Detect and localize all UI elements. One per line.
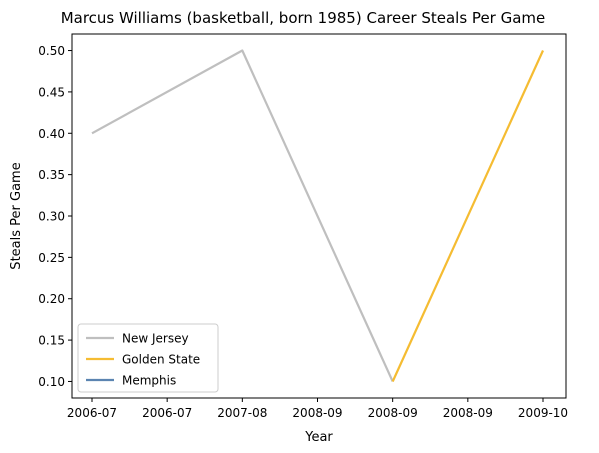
y-tick-label: 0.25 — [38, 251, 65, 265]
y-tick-label: 0.20 — [38, 292, 65, 306]
chart-title: Marcus Williams (basketball, born 1985) … — [61, 9, 546, 27]
x-tick-label: 2007-08 — [217, 406, 267, 420]
y-tick-label: 0.45 — [38, 85, 65, 99]
x-tick-label: 2009-10 — [518, 406, 568, 420]
x-tick-label: 2006-07 — [67, 406, 117, 420]
legend-label-golden-state: Golden State — [122, 353, 200, 367]
y-tick-label: 0.50 — [38, 44, 65, 58]
y-tick-label: 0.10 — [38, 375, 65, 389]
x-axis-label: Year — [304, 430, 333, 445]
y-axis-label: Steals Per Game — [9, 162, 24, 269]
legend-label-memphis: Memphis — [122, 374, 176, 388]
x-tick-label: 2006-07 — [142, 406, 192, 420]
y-tick-label: 0.30 — [38, 210, 65, 224]
y-tick-label: 0.40 — [38, 127, 65, 141]
x-tick-label: 2008-09 — [292, 406, 342, 420]
legend: New Jersey Golden State Memphis — [78, 324, 218, 392]
legend-label-new-jersey: New Jersey — [122, 332, 189, 346]
y-tick-label: 0.15 — [38, 334, 65, 348]
x-tick-label: 2008-09 — [368, 406, 418, 420]
x-tick-label: 2008-09 — [443, 406, 493, 420]
y-tick-label: 0.35 — [38, 168, 65, 182]
